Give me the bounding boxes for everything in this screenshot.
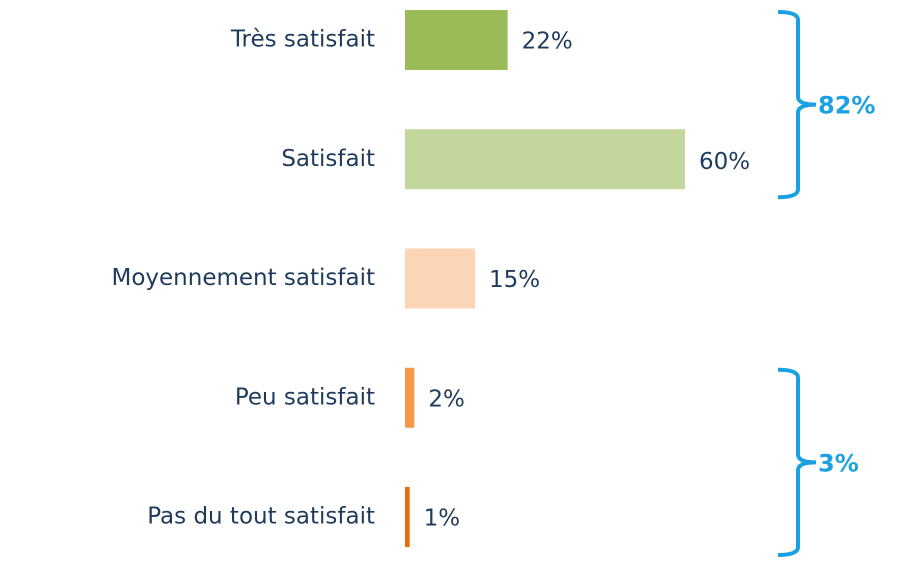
value-label: 60% (699, 149, 750, 175)
bar (405, 248, 475, 309)
value-label: 2% (428, 386, 465, 412)
bracket (777, 10, 817, 200)
bar (405, 10, 508, 70)
category-label: Peu satisfait (235, 384, 375, 410)
bracket-label: 82% (818, 92, 875, 120)
bar (405, 129, 685, 190)
value-label: 1% (424, 506, 461, 532)
category-label: Pas du tout satisfait (147, 504, 375, 530)
value-label: 15% (489, 267, 540, 293)
bracket (777, 367, 817, 557)
bracket-label: 3% (818, 449, 859, 477)
category-label: Très satisfait (230, 27, 375, 53)
category-label: Satisfait (281, 146, 375, 172)
category-label: Moyennement satisfait (111, 265, 375, 291)
bar (405, 367, 415, 428)
bar (405, 487, 410, 547)
value-label: 22% (522, 29, 573, 55)
